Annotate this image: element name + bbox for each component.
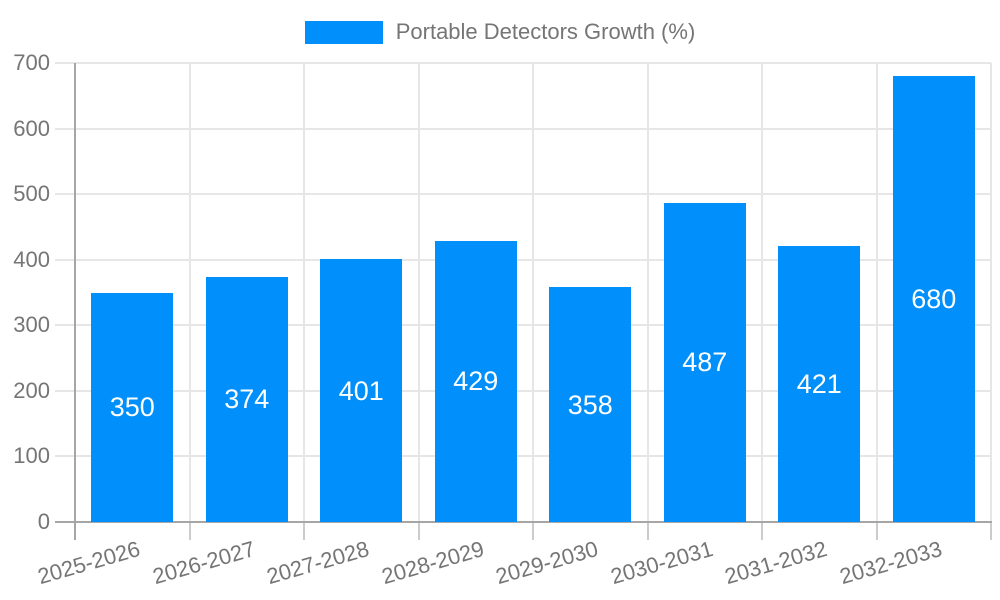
bar-value-label: 358 [567,389,613,420]
bar-value-label: 429 [453,366,499,397]
y-axis-line [74,63,76,522]
y-axis-label: 0 [37,509,50,534]
y-axis-label: 300 [13,312,50,338]
bar-2031-2032 [778,245,861,522]
x-axis-label: 2027-2028 [263,536,372,590]
x-axis-label: 2031-2032 [721,536,830,590]
bar-2027-2028 [320,259,403,522]
x-axis-tick [74,522,76,540]
bar-2030-2031 [663,202,746,522]
bar-value-label: 680 [911,284,957,315]
bar-value-label: 487 [682,347,728,378]
legend[interactable]: Portable Detectors Growth (%) [0,20,1000,44]
x-gridline [990,63,992,522]
y-axis-label: 700 [13,50,50,75]
legend-label: Portable Detectors Growth (%) [395,19,696,44]
bar-2025-2026 [91,292,174,522]
x-axis-tick [532,522,534,540]
x-axis-label: 2026-2027 [149,536,258,590]
x-axis-tick [303,522,305,540]
bar-2029-2030 [549,287,632,522]
y-axis-tick [55,127,75,130]
y-axis-tick [55,258,75,261]
x-axis-label: 2029-2030 [492,536,601,590]
y-axis-label: 200 [13,377,50,403]
x-gridline [761,63,763,522]
x-gridline [875,63,878,522]
legend-swatch [304,20,383,44]
bar-value-label: 350 [109,392,155,423]
bar-value-label: 421 [796,368,842,399]
x-axis-tick [761,522,763,540]
bar-2032-2033 [892,76,975,522]
y-axis-tick [55,193,75,196]
x-axis-label: 2030-2031 [607,536,716,590]
y-axis-label: 100 [13,443,50,469]
x-axis-line [74,521,992,523]
x-axis-tick [188,522,191,540]
x-axis-tick [990,522,992,540]
y-axis-label: 400 [13,246,50,272]
x-gridline [532,63,534,522]
y-axis-tick [55,521,75,523]
x-axis-label: 2032-2033 [836,536,945,590]
y-axis-label: 500 [13,181,50,207]
x-gridline [303,63,305,522]
y-axis-tick [55,324,75,327]
x-axis-tick [646,522,649,540]
y-axis-label: 600 [13,115,50,141]
x-axis-tick [875,522,878,540]
y-axis-tick [55,62,75,64]
x-gridline [188,63,191,522]
x-axis-label: 2028-2029 [378,536,487,590]
x-gridline [417,63,420,522]
bar-value-label: 374 [224,384,270,415]
x-axis-tick [417,522,420,540]
bar-2026-2027 [205,276,288,522]
bar-value-label: 401 [338,375,384,406]
x-axis-label: 2025-2026 [34,536,143,590]
y-axis-tick [55,389,75,392]
bar-2028-2029 [434,240,517,522]
y-axis-tick [55,455,75,458]
x-gridline [646,63,649,522]
